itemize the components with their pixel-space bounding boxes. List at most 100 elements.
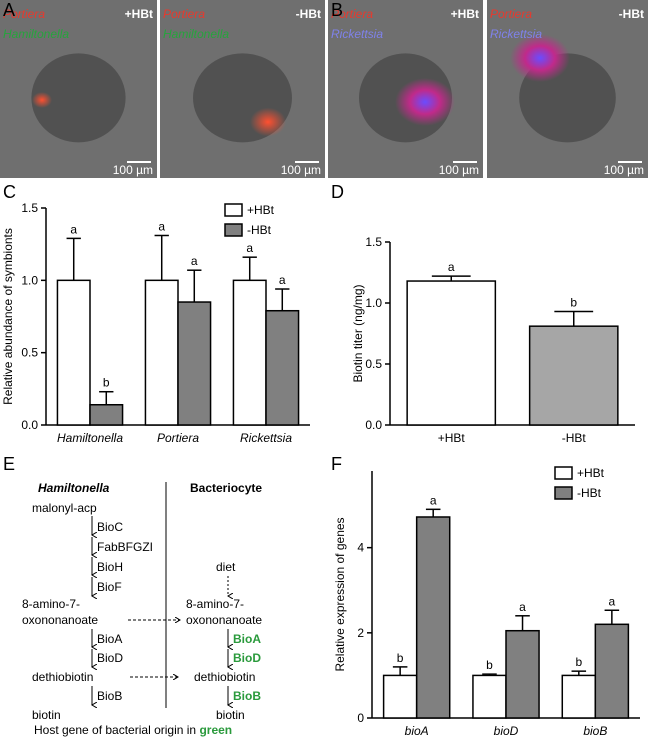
y-tick-label: 1.5 [365,235,382,249]
legend-label: +HBt [247,203,275,217]
bar [56,279,91,426]
significance-letter: a [519,600,526,614]
scale-label: 100 µm [113,163,153,177]
significance-letter: a [609,594,616,608]
panel-label: A [3,0,15,20]
significance-letter: a [448,260,455,274]
y-tick-label: 2 [357,626,364,640]
legend-swatch [554,486,573,500]
compound: biotin [216,708,245,722]
x-tick-label: Hamiltonella [57,431,123,445]
stain-label: Portiera [3,7,45,21]
x-tick-label: -HBt [562,431,587,445]
stain-label: Hamiltonella [3,27,69,41]
compound: malonyl-acp [32,501,97,515]
left-header: Hamiltonella [38,481,110,495]
condition-label: -HBt [619,7,644,21]
bar [144,279,179,426]
x-tick-label: +HBt [438,431,466,445]
y-tick-label: 0 [357,711,364,725]
host-enzyme: BioD [233,651,261,665]
x-tick-label: bioA [405,724,429,738]
micrographs: Portiera Hamiltonella +HBt 100 µm Portiera Ha… [0,0,648,178]
compound: oxononanoate [186,613,262,627]
legend-label: -HBt [247,223,272,237]
fluorescence [395,78,455,126]
y-tick-label: 0.5 [21,346,38,360]
fluorescence [32,92,52,108]
transport-arrows [128,620,180,677]
significance-letter: b [570,296,577,310]
bar [265,309,300,426]
y-tick-label: 0.0 [21,418,38,432]
compound: dethiobiotin [194,670,255,684]
insect-body [31,53,126,143]
condition-label: -HBt [296,7,321,21]
condition-label: +HBt [125,7,153,21]
y-tick-label: 4 [357,541,364,555]
stain-label: Portiera [331,7,373,21]
stain-label: Portiera [163,7,205,21]
stain-label: Rickettsia [331,27,383,41]
panel-label: E [3,454,15,474]
y-axis-label: Relative abundance of symbionts [1,228,15,405]
host-enzyme: BioA [233,632,261,646]
significance-letter: a [279,273,286,287]
bar-chart: 0.0 0.5 1.0 1.5 Relative abundance of symbio… [1,201,310,445]
bar [505,629,540,719]
compound: dethiobiotin [32,670,93,684]
scale-label: 100 µm [604,163,644,177]
compound: diet [216,560,236,574]
enzyme: BioD [97,651,123,665]
scale-label: 100 µm [439,163,479,177]
arrows [92,516,228,705]
bar [472,674,507,719]
significance-letter: b [486,658,493,672]
scale-label: 100 µm [281,163,321,177]
legend-swatch [224,223,243,237]
fluorescence [250,107,286,137]
pathway-diagram: Hamiltonella Bacteriocyte malonyl-acp Bi… [22,481,262,737]
enzyme: FabBFGZI [97,540,153,554]
significance-letter: b [575,655,582,669]
stain-label: Rickettsia [490,27,542,41]
footer: Host gene of bacterial origin in green [34,723,232,737]
legend-label: +HBt [577,466,605,480]
y-tick-label: 1.5 [21,201,38,215]
significance-letter: a [191,254,198,268]
panel-label: C [3,182,16,202]
bar [177,301,212,426]
stain-label: Hamiltonella [163,27,229,41]
right-header: Bacteriocyte [190,481,262,495]
y-tick-label: 1.0 [21,273,38,287]
fluorescence [510,34,570,82]
x-tick-label: bioD [494,724,519,738]
bar [561,674,597,719]
compound: biotin [32,708,61,722]
significance-letter: b [397,651,404,665]
bar-chart: 0.0 0.5 1.0 1.5 Biotin titer (ng/mg) +HBt a -HB… [351,235,635,445]
legend-swatch [224,203,243,217]
y-tick-label: 0.0 [365,418,382,432]
x-tick-label: Rickettsia [240,431,292,445]
bar [89,403,124,426]
bar [232,279,267,426]
panel-label: B [331,0,343,20]
y-axis-label: Relative expression of genes [333,517,347,671]
y-axis-label: Biotin titer (ng/mg) [351,284,365,382]
stain-label: Portiera [490,7,532,21]
significance-letter: a [246,241,253,255]
enzyme: BioF [97,580,122,594]
bar [415,516,451,719]
bar [528,325,619,426]
enzyme: BioB [97,689,122,703]
legend-label: -HBt [577,486,602,500]
footer-text: Host gene of bacterial origin in [34,723,196,737]
panel-label: F [331,454,342,474]
bar [382,674,418,719]
significance-letter: a [70,222,77,236]
compound: 8-amino-7- [22,597,80,611]
significance-letter: a [158,219,165,233]
enzyme: BioA [97,632,122,646]
